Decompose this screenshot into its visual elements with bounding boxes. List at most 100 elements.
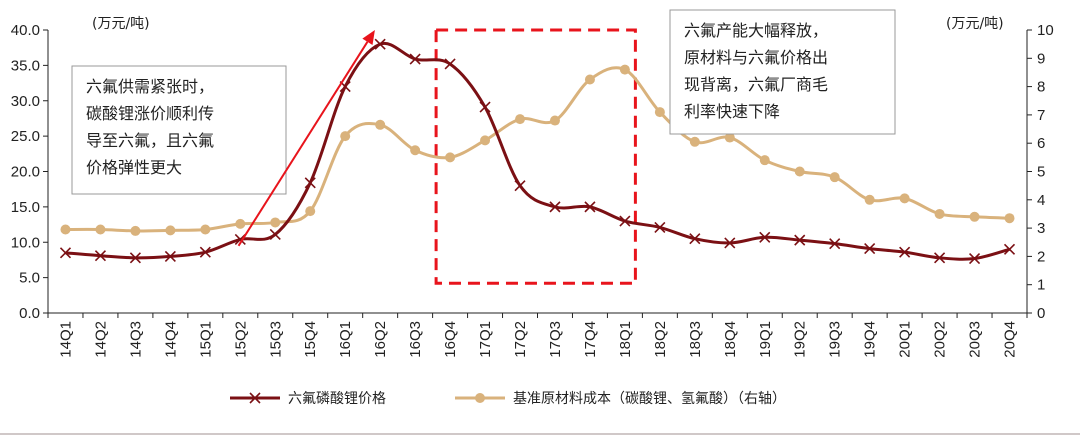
annotation-box-right	[669, 9, 896, 135]
data-point-raw-cost	[969, 211, 980, 222]
data-point-raw-cost	[619, 64, 630, 75]
data-point-raw-cost	[1004, 213, 1015, 224]
x-tick-label: 17Q3	[547, 321, 564, 358]
data-point-lipf6	[94, 250, 107, 262]
x-tick-label: 16Q3	[407, 321, 424, 358]
right-tick-label: 7	[1037, 107, 1045, 124]
data-point-raw-cost	[410, 145, 421, 156]
x-tick-label: 17Q4	[582, 321, 599, 358]
data-point-raw-cost	[724, 132, 735, 143]
annotation-right-line-3: 现背离，六氟厂商毛	[684, 75, 828, 94]
data-point-raw-cost	[689, 136, 700, 147]
right-tick-label: 4	[1037, 192, 1045, 209]
data-point-lipf6	[164, 250, 176, 262]
data-point-lipf6	[304, 177, 316, 189]
x-tick-label: 14Q1	[57, 321, 74, 358]
left-tick-label: 25.0	[11, 128, 40, 145]
data-point-raw-cost	[480, 135, 491, 146]
right-axis-unit: (万元/吨)	[946, 16, 1004, 32]
x-tick-label: 18Q2	[652, 321, 669, 358]
x-tick-label: 16Q2	[372, 321, 389, 358]
data-point-raw-cost	[794, 166, 805, 177]
x-tick-label: 19Q1	[757, 321, 774, 358]
data-point-lipf6	[1003, 243, 1016, 255]
x-tick-label: 17Q2	[512, 321, 529, 358]
series-line-raw-cost	[65, 66, 1010, 233]
annotation-box-left	[71, 65, 287, 195]
right-tick-label: 10	[1037, 22, 1054, 39]
data-point-lipf6	[549, 201, 561, 213]
left-tick-label: 40.0	[11, 22, 40, 39]
right-tick-label: 2	[1037, 248, 1045, 265]
left-tick-label: 0.0	[19, 305, 40, 322]
left-tick-label: 10.0	[11, 234, 40, 251]
data-point-raw-cost	[200, 224, 211, 235]
right-tick-label: 1	[1037, 277, 1045, 294]
x-tick-label: 15Q1	[197, 321, 214, 358]
x-tick-label: 14Q4	[162, 321, 179, 358]
annotation-left-line-1: 六氟供需紧张时，	[86, 77, 214, 96]
right-tick-label: 9	[1037, 50, 1045, 67]
x-tick-label: 15Q4	[302, 321, 319, 358]
right-tick-label: 5	[1037, 164, 1045, 181]
x-tick-label: 20Q2	[932, 321, 949, 358]
data-point-raw-cost	[270, 217, 281, 228]
x-tick-label: 14Q3	[127, 321, 144, 358]
series-lipf6-price	[59, 38, 1016, 265]
data-point-raw-cost	[340, 131, 351, 142]
legend-marker-raw-cost	[475, 393, 485, 403]
data-point-lipf6	[899, 246, 911, 258]
data-point-raw-cost	[130, 225, 141, 236]
data-point-raw-cost	[829, 172, 840, 183]
data-point-raw-cost	[899, 193, 910, 204]
x-tick-label: 18Q1	[617, 321, 634, 358]
x-tick-label: 15Q3	[267, 321, 284, 358]
x-tick-label: 14Q2	[92, 321, 109, 358]
data-point-lipf6	[584, 201, 596, 213]
left-tick-label: 5.0	[19, 270, 40, 287]
data-point-lipf6	[129, 252, 141, 264]
left-tick-label: 35.0	[11, 57, 40, 74]
annotation-right-line-2: 原材料与六氟价格出	[684, 48, 828, 67]
data-point-lipf6	[479, 101, 491, 113]
series-raw-material-cost	[60, 64, 1015, 236]
left-tick-label: 15.0	[11, 199, 40, 216]
x-tick-label: 19Q4	[862, 321, 879, 358]
data-point-lipf6	[374, 38, 386, 50]
data-point-lipf6	[968, 252, 981, 265]
data-point-raw-cost	[584, 74, 595, 85]
x-tick-label: 20Q4	[1002, 321, 1019, 358]
series-line-lipf6	[65, 41, 1010, 261]
x-tick-labels: 14Q1 14Q2 14Q3 14Q4 15Q1 15Q2 15Q3 15Q4 16Q1 16Q2…	[47, 313, 1028, 358]
left-axis-unit: (万元/吨)	[92, 16, 150, 32]
left-tick-label: 20.0	[11, 164, 40, 181]
annotation-right-line-4: 利率快速下降	[684, 102, 780, 121]
x-tick-label: 16Q1	[337, 321, 354, 358]
data-point-raw-cost	[165, 225, 176, 236]
data-point-lipf6	[654, 221, 666, 233]
data-point-lipf6	[619, 215, 631, 227]
data-point-lipf6	[269, 228, 281, 241]
data-point-lipf6	[724, 237, 736, 249]
data-point-raw-cost	[934, 208, 945, 219]
arrow-line	[237, 41, 369, 247]
data-point-raw-cost	[95, 224, 106, 235]
legend-label-lipf6: 六氟磷酸锂价格	[288, 391, 386, 407]
legend: 六氟磷酸锂价格 基准原材料成本（碳酸锂、氢氟酸）（右轴）	[230, 390, 786, 407]
x-tick-label: 15Q2	[232, 321, 249, 358]
annotation-left-line-3: 导至六氟，且六氟	[86, 131, 214, 150]
data-point-raw-cost	[864, 194, 875, 205]
legend-marker-lipf6	[249, 392, 261, 404]
data-point-raw-cost	[654, 107, 665, 118]
x-tick-label: 20Q1	[897, 321, 914, 358]
x-tick-label: 20Q3	[967, 321, 984, 358]
data-point-lipf6	[59, 247, 72, 259]
x-tick-label: 19Q2	[792, 321, 809, 358]
data-point-raw-cost	[305, 206, 316, 217]
right-tick-label: 0	[1037, 305, 1045, 322]
annotation-right-line-1: 六氟产能大幅释放，	[684, 21, 828, 40]
x-tick-label: 17Q1	[477, 321, 494, 358]
data-point-lipf6	[794, 234, 806, 246]
x-tick-label: 18Q3	[687, 321, 704, 358]
data-point-raw-cost	[60, 224, 71, 235]
